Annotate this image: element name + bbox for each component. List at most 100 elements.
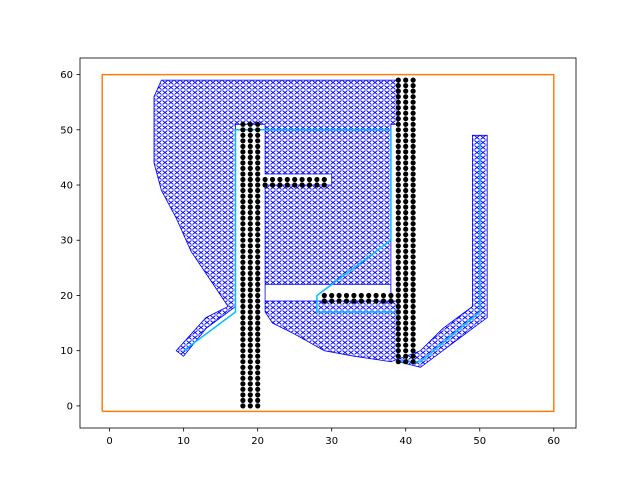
- obstacle-point: [321, 182, 327, 188]
- obstacle-point: [247, 248, 253, 254]
- obstacle-point: [247, 160, 253, 166]
- obstacle-point: [255, 342, 261, 348]
- obstacle-point: [277, 182, 283, 188]
- obstacle-point: [395, 331, 401, 337]
- obstacle-point: [247, 381, 253, 387]
- obstacle-point: [410, 210, 416, 216]
- x-tick-label: 30: [325, 436, 338, 447]
- obstacle-point: [247, 315, 253, 321]
- obstacle-point: [395, 94, 401, 100]
- obstacle-point: [240, 364, 246, 370]
- obstacle-point: [240, 265, 246, 271]
- obstacle-point: [255, 204, 261, 210]
- obstacle-point: [395, 254, 401, 260]
- obstacle-point: [240, 337, 246, 343]
- obstacle-point: [306, 182, 313, 188]
- obstacle-point: [395, 99, 401, 105]
- obstacle-point: [403, 315, 409, 321]
- boundary-layer: [101, 73, 555, 413]
- obstacle-point: [403, 276, 409, 282]
- explored-cells: [153, 79, 488, 368]
- obstacle-point: [255, 381, 261, 387]
- obstacle-point: [336, 292, 342, 299]
- obstacle-point: [410, 243, 416, 249]
- obstacle-point: [410, 248, 416, 254]
- obstacle-point: [395, 248, 401, 254]
- obstacle-point: [395, 337, 401, 343]
- obstacle-point: [410, 127, 416, 133]
- obstacle-point: [395, 77, 401, 83]
- obstacle-point: [395, 105, 401, 111]
- obstacle-point: [403, 292, 409, 299]
- obstacle-point: [380, 298, 387, 304]
- obstacle-point: [403, 309, 409, 315]
- obstacle-point: [255, 359, 261, 365]
- x-axis: 0 10 20 30 40 50 60: [106, 428, 560, 447]
- obstacle-point: [403, 237, 409, 243]
- obstacle-point: [240, 154, 246, 160]
- obstacle-point: [255, 259, 261, 265]
- obstacle-point: [247, 359, 253, 365]
- obstacle-point: [410, 165, 416, 171]
- obstacle-point: [403, 210, 409, 216]
- obstacle-point: [255, 392, 261, 398]
- obstacle-point: [240, 199, 246, 205]
- explored-region: [153, 79, 488, 368]
- obstacle-point: [410, 353, 416, 359]
- obstacle-point: [247, 237, 253, 243]
- obstacle-point: [403, 359, 409, 365]
- obstacle-point: [395, 132, 401, 138]
- obstacle-point: [410, 143, 416, 149]
- obstacle-point: [240, 121, 246, 127]
- obstacle-point: [240, 298, 246, 304]
- obstacle-point: [269, 182, 276, 188]
- obstacle-point: [395, 165, 401, 171]
- obstacle-point: [255, 364, 261, 370]
- obstacle-point: [410, 176, 416, 183]
- obstacle-point: [247, 199, 253, 205]
- obstacle-point: [247, 309, 253, 315]
- obstacle-point: [247, 165, 253, 171]
- obstacle-point: [410, 132, 416, 138]
- obstacle-point: [240, 270, 246, 276]
- obstacle-point: [240, 303, 246, 310]
- obstacle-point: [240, 132, 246, 138]
- obstacle-point: [247, 171, 253, 177]
- obstacle-point: [247, 364, 253, 370]
- obstacle-point: [410, 94, 416, 100]
- obstacle-point: [247, 287, 253, 293]
- obstacle-point: [255, 315, 261, 321]
- obstacle-point: [403, 99, 409, 105]
- obstacle-point: [410, 359, 416, 365]
- obstacle-point: [277, 176, 283, 183]
- obstacle-point: [321, 292, 327, 299]
- obstacle-point: [403, 165, 409, 171]
- obstacle-point: [403, 187, 409, 194]
- obstacle-point: [403, 221, 409, 227]
- obstacle-point: [410, 77, 416, 83]
- obstacle-point: [410, 232, 416, 238]
- y-tick-label: 10: [60, 346, 73, 357]
- obstacle-point: [403, 326, 409, 332]
- obstacle-point: [351, 298, 357, 304]
- obstacle-point: [395, 199, 401, 205]
- obstacle-point: [255, 386, 261, 392]
- obstacle-point: [240, 375, 246, 381]
- obstacle-point: [395, 287, 401, 293]
- obstacle-point: [410, 309, 416, 315]
- obstacle-point: [410, 193, 416, 199]
- obstacle-point: [410, 154, 416, 160]
- obstacle-point: [395, 270, 401, 276]
- plot-frame: [79, 57, 577, 429]
- obstacle-point: [247, 143, 253, 149]
- obstacle-point: [240, 259, 246, 265]
- obstacle-point: [410, 237, 416, 243]
- obstacle-point: [240, 254, 246, 260]
- obstacle-point: [240, 309, 246, 315]
- obstacle-point: [255, 353, 261, 359]
- obstacle-point: [247, 397, 253, 403]
- obstacle-point: [247, 259, 253, 265]
- y-tick-label: 50: [60, 125, 73, 136]
- obstacle-point: [240, 138, 246, 144]
- obstacle-point: [403, 127, 409, 133]
